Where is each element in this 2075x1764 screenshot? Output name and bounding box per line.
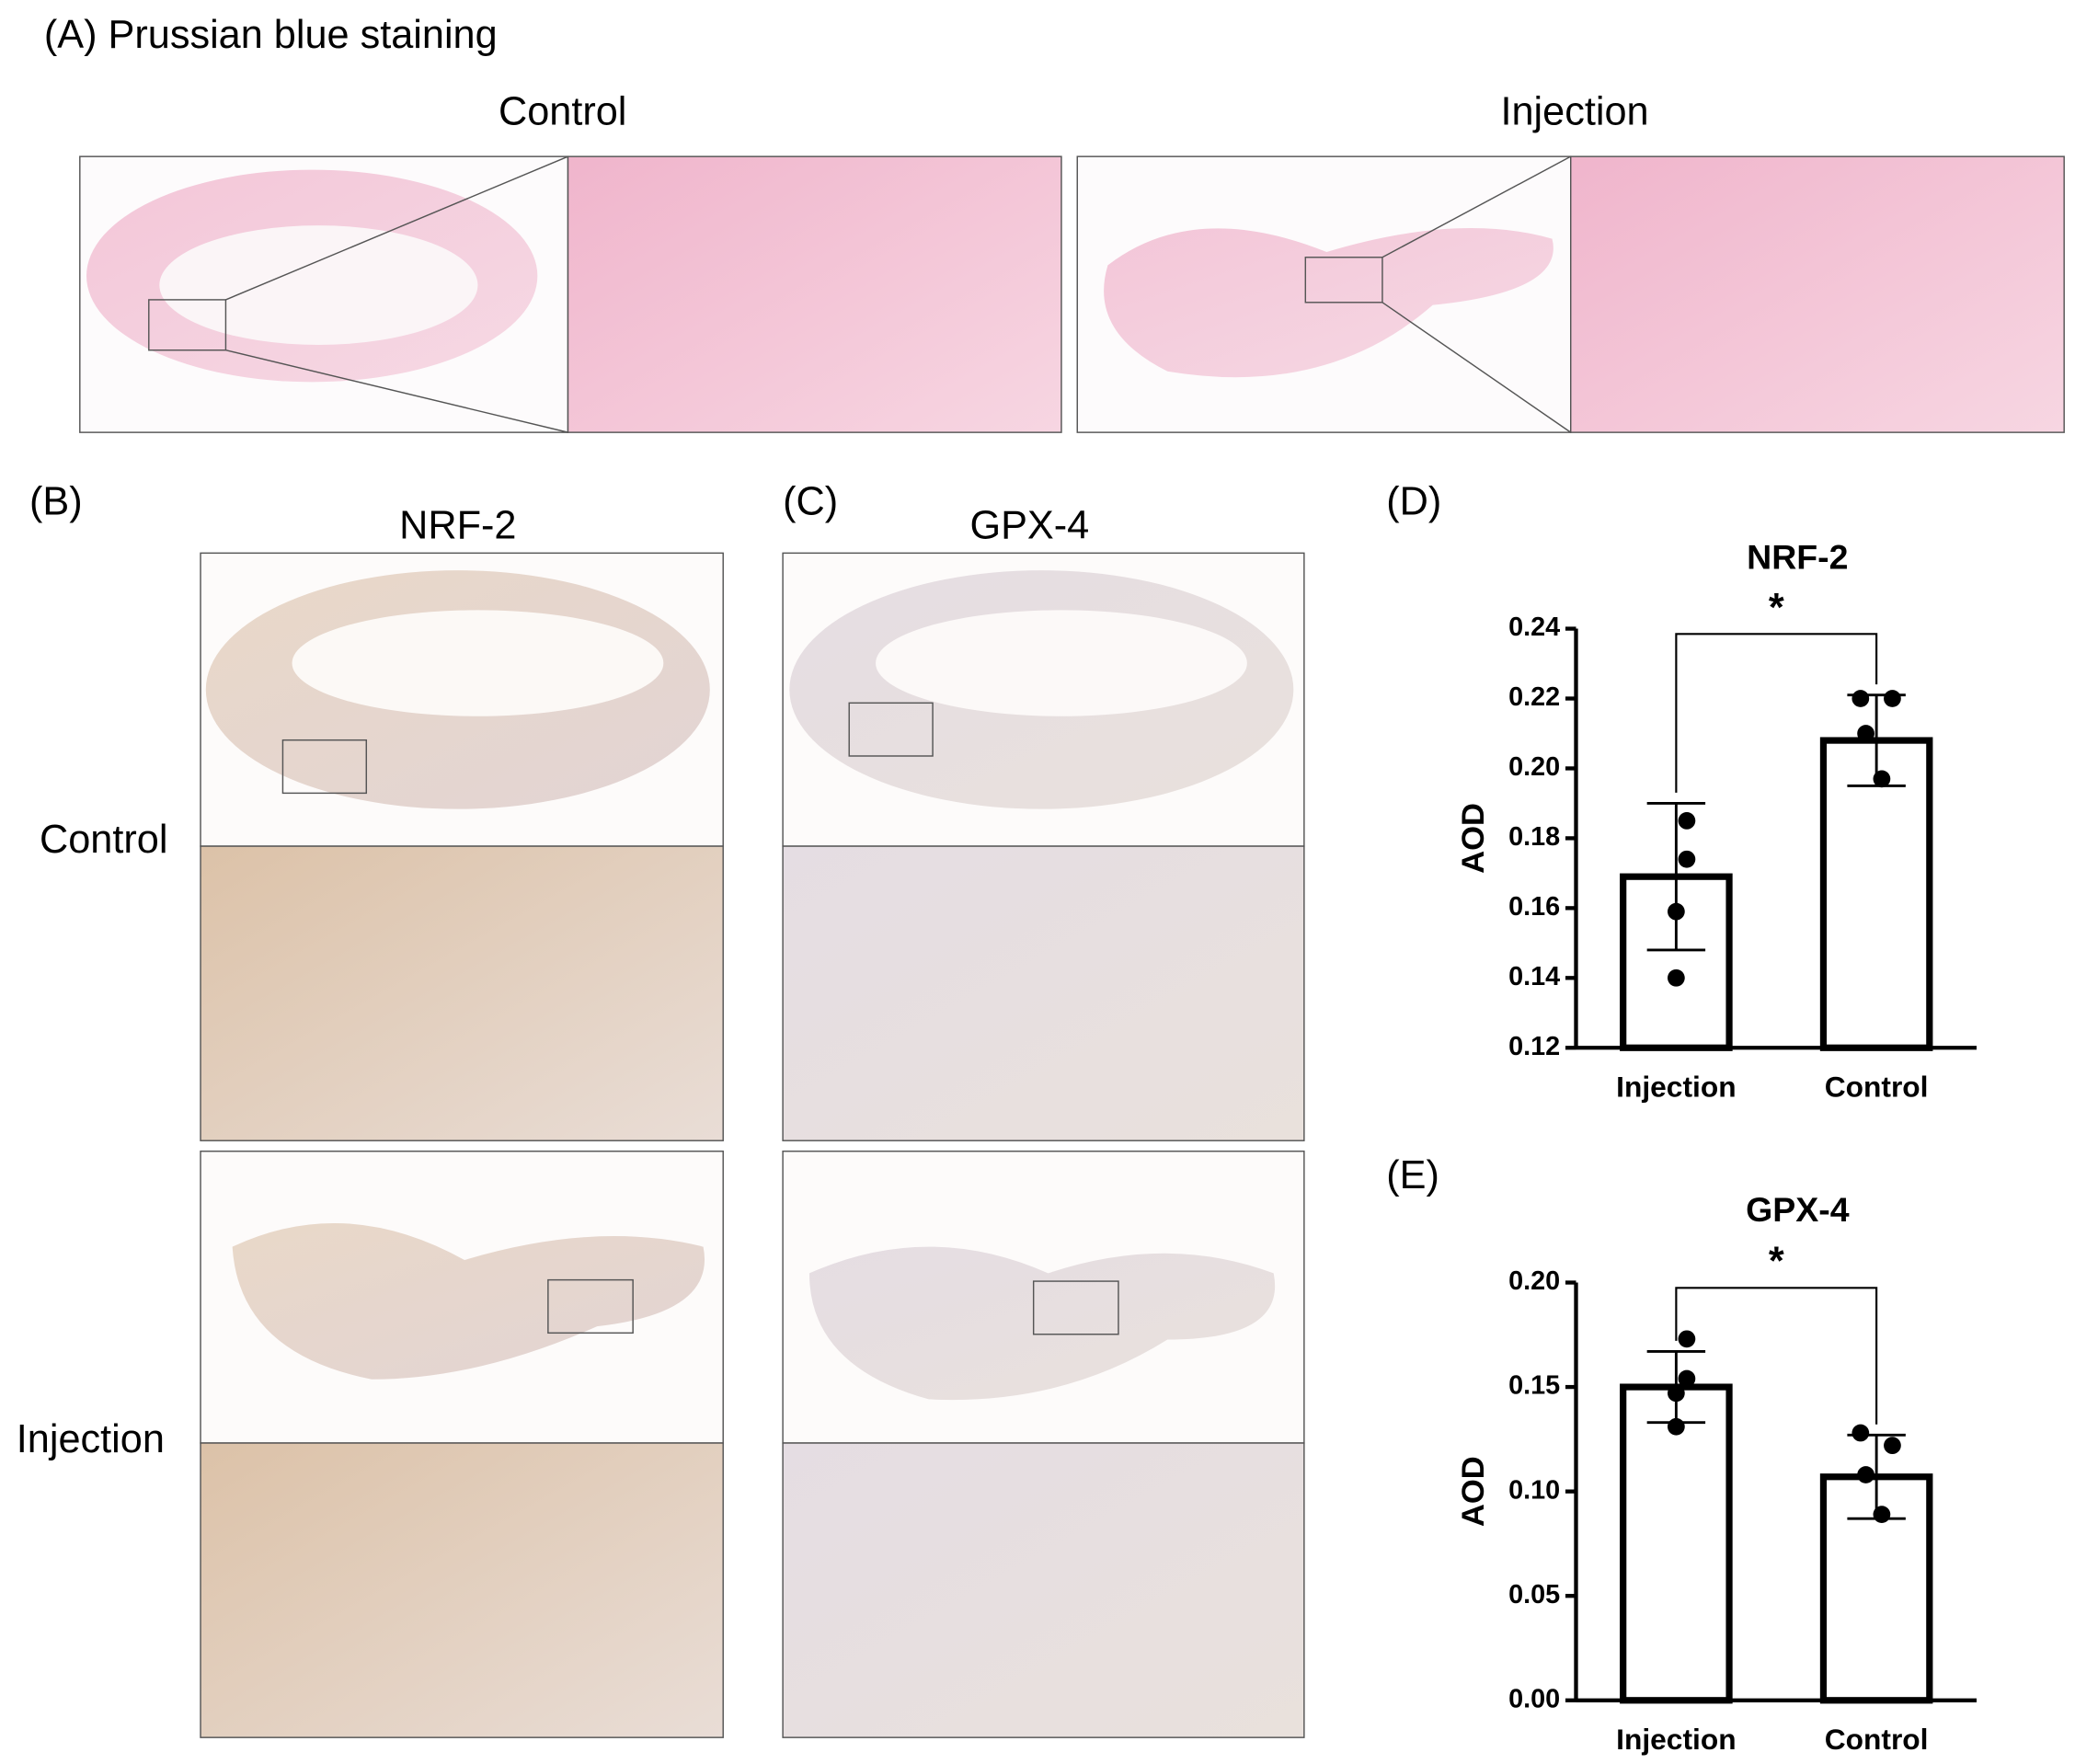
data-point <box>1851 1424 1870 1442</box>
y-axis-label: AOD <box>1456 803 1491 874</box>
data-point <box>1873 1506 1891 1524</box>
significance-bracket <box>1675 633 1878 793</box>
y-tick-label: 0.12 <box>1508 1032 1560 1061</box>
panel-label: (E) <box>1386 1153 1439 1197</box>
data-point <box>1884 1437 1901 1455</box>
panel-title: GPX-4 <box>969 503 1089 547</box>
significance-bracket <box>1675 1287 1878 1425</box>
bar <box>1620 1383 1733 1704</box>
y-tick-label: 0.00 <box>1508 1684 1560 1713</box>
data-point <box>1668 1417 1685 1436</box>
data-point <box>1857 725 1874 742</box>
data-point <box>1678 850 1696 868</box>
data-point <box>1668 902 1685 921</box>
y-axis-label: AOD <box>1456 1456 1491 1527</box>
row-label: Control <box>40 818 167 862</box>
data-point <box>1884 690 1901 707</box>
chart-title: NRF-2 <box>1747 537 1848 576</box>
data-point <box>1678 812 1696 830</box>
group-title: Injection <box>1501 89 1649 133</box>
data-point <box>1668 1384 1685 1403</box>
y-tick-label: 0.10 <box>1508 1475 1560 1505</box>
significance-mark: * <box>1769 586 1784 630</box>
panel-label: (C) <box>783 479 838 523</box>
data-point <box>1668 968 1685 987</box>
histology-a <box>79 155 2065 433</box>
data-point <box>1678 1369 1696 1388</box>
y-tick-label: 0.05 <box>1508 1580 1560 1609</box>
y-tick-label: 0.18 <box>1508 822 1560 852</box>
y-tick-label: 0.20 <box>1508 752 1560 782</box>
panel-label: (B) <box>29 479 83 523</box>
histology-bc <box>200 552 1305 1738</box>
y-tick-label: 0.22 <box>1508 682 1560 712</box>
x-tick-label: Injection <box>1616 1723 1736 1756</box>
panel-label: (D) <box>1386 479 1441 523</box>
panel-label: (A) Prussian blue staining <box>44 13 498 57</box>
x-tick-label: Injection <box>1616 1070 1736 1103</box>
y-tick-label: 0.16 <box>1508 892 1560 922</box>
chart-title: GPX-4 <box>1746 1190 1850 1229</box>
group-title: Control <box>499 89 626 133</box>
data-point <box>1678 1330 1696 1348</box>
y-tick-label: 0.20 <box>1508 1266 1560 1296</box>
x-tick-label: Control <box>1825 1070 1929 1103</box>
data-point <box>1873 770 1891 788</box>
row-label: Injection <box>17 1417 165 1461</box>
data-point <box>1857 1466 1874 1483</box>
y-tick-label: 0.24 <box>1508 613 1560 642</box>
y-tick-label: 0.14 <box>1508 962 1560 991</box>
x-tick-label: Control <box>1825 1723 1929 1756</box>
bar <box>1620 873 1733 1051</box>
significance-mark: * <box>1769 1240 1784 1284</box>
panel-title: NRF-2 <box>399 503 516 547</box>
data-point <box>1851 690 1870 707</box>
y-tick-label: 0.15 <box>1508 1371 1560 1401</box>
